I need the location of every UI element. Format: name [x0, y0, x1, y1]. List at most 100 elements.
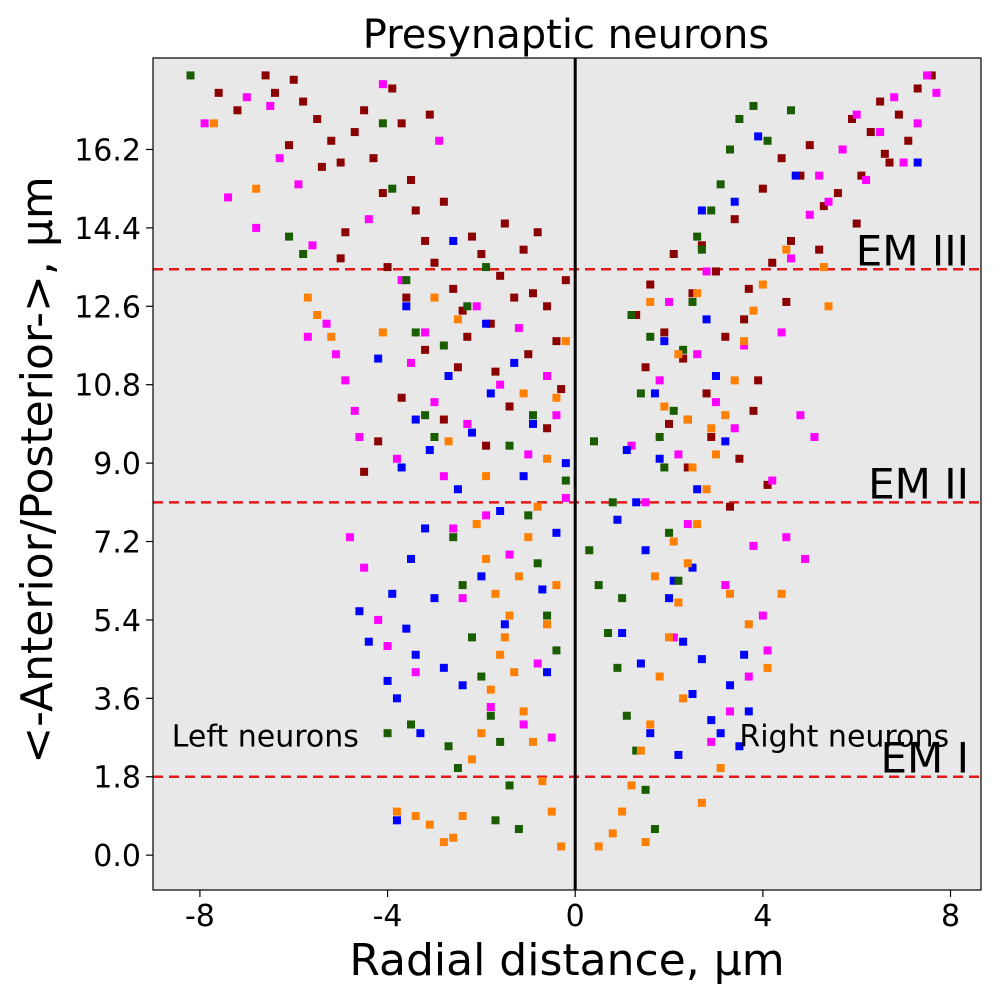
data-point	[505, 550, 514, 559]
data-point	[740, 341, 749, 350]
data-point	[360, 563, 369, 572]
data-point	[866, 128, 875, 137]
data-point	[646, 280, 655, 289]
data-point	[744, 620, 753, 629]
data-point	[331, 350, 340, 359]
data-point	[519, 472, 528, 481]
data-point	[383, 676, 392, 685]
data-point	[693, 289, 702, 298]
data-point	[913, 119, 922, 128]
data-point	[482, 472, 491, 481]
data-point	[510, 668, 519, 677]
data-point	[383, 263, 392, 272]
data-point	[688, 297, 697, 306]
data-point	[458, 581, 467, 590]
data-point	[782, 297, 791, 306]
data-point	[374, 437, 383, 446]
data-point	[519, 720, 528, 729]
data-point	[439, 663, 448, 672]
data-point	[622, 711, 631, 720]
data-point	[402, 293, 411, 302]
data-point	[824, 197, 833, 206]
data-point	[402, 624, 411, 633]
data-point	[805, 210, 814, 219]
data-point	[796, 171, 805, 180]
chart-title: Presynaptic neurons	[363, 12, 769, 58]
data-point	[468, 428, 477, 437]
data-point	[585, 546, 594, 555]
data-point	[543, 371, 552, 380]
data-point	[439, 472, 448, 481]
data-point	[763, 663, 772, 672]
data-point	[528, 737, 537, 746]
data-point	[646, 297, 655, 306]
data-point	[669, 576, 678, 585]
plot-background	[153, 58, 981, 890]
data-point	[787, 236, 796, 245]
data-point	[350, 406, 359, 415]
data-point	[711, 398, 720, 407]
data-point	[453, 315, 462, 324]
data-point	[491, 816, 500, 825]
region-lines: EM III EM II EM I	[153, 226, 981, 783]
data-point	[857, 171, 866, 180]
data-point	[543, 454, 552, 463]
data-point	[313, 311, 322, 320]
data-point	[932, 88, 941, 97]
data-point	[341, 228, 350, 237]
data-point	[543, 302, 552, 311]
data-point	[308, 241, 317, 250]
data-point	[477, 729, 486, 738]
data-point	[787, 106, 796, 115]
data-point	[421, 328, 430, 337]
data-point	[528, 411, 537, 420]
data-point	[407, 554, 416, 563]
data-point	[660, 402, 669, 411]
data-point	[815, 245, 824, 254]
data-point	[449, 284, 458, 293]
y-tick-label: 7.2	[93, 526, 141, 561]
data-point	[505, 441, 514, 450]
data-point	[364, 215, 373, 224]
data-point	[674, 598, 683, 607]
data-points	[186, 71, 941, 851]
data-point	[655, 672, 664, 681]
data-point	[716, 180, 725, 189]
data-point	[439, 415, 448, 424]
data-point	[763, 480, 772, 489]
data-point	[768, 476, 777, 485]
data-point	[402, 276, 411, 285]
data-point	[242, 93, 251, 102]
data-point	[397, 119, 406, 128]
region-label: EM II	[868, 459, 969, 508]
data-point	[721, 437, 730, 446]
x-axis: -8 -4 0 4 8	[185, 890, 960, 934]
data-point	[669, 250, 678, 259]
data-point	[496, 507, 505, 516]
data-point	[660, 463, 669, 472]
data-point	[594, 581, 603, 590]
data-point	[697, 655, 706, 664]
data-point	[758, 280, 767, 289]
data-point	[486, 685, 495, 694]
data-point	[430, 594, 439, 603]
data-point	[430, 293, 439, 302]
data-point	[726, 681, 735, 690]
data-point	[674, 350, 683, 359]
data-point	[740, 315, 749, 324]
data-point	[360, 467, 369, 476]
data-point	[810, 432, 819, 441]
data-point	[453, 485, 462, 494]
data-point	[524, 511, 533, 520]
data-point	[505, 611, 514, 620]
data-point	[439, 838, 448, 847]
data-point	[416, 729, 425, 738]
data-point	[683, 520, 692, 529]
data-point	[735, 454, 744, 463]
data-point	[561, 476, 570, 485]
data-point	[524, 533, 533, 542]
data-point	[702, 389, 711, 398]
data-point	[815, 171, 824, 180]
data-point	[449, 833, 458, 842]
